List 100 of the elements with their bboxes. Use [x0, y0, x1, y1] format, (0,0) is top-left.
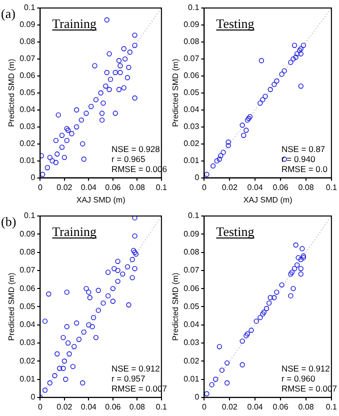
point: [219, 368, 225, 373]
point: [218, 153, 224, 158]
point: [261, 310, 267, 315]
point: [241, 132, 246, 138]
point: [268, 86, 273, 92]
y-tick-label: 0.05: [184, 88, 200, 98]
y-tick-label: 0.02: [20, 356, 36, 366]
annotation: NSE = 0.912: [281, 363, 330, 374]
point: [294, 262, 300, 268]
point: [279, 282, 284, 288]
point: [115, 278, 120, 284]
point: [132, 233, 138, 239]
y-tick-label: 0.02: [20, 139, 36, 148]
point: [132, 95, 138, 101]
x-axis-title: XAJ SMD (m): [76, 195, 126, 204]
point: [93, 97, 99, 102]
y-tick-label: 0.02: [184, 139, 200, 148]
x-tick-label: 0.06: [272, 182, 289, 192]
point: [98, 90, 104, 96]
point: [81, 329, 86, 335]
y-tick-label: 0.02: [184, 356, 200, 366]
point: [121, 85, 126, 90]
point: [90, 324, 95, 330]
point: [42, 318, 48, 324]
point: [298, 46, 304, 52]
point: [282, 68, 287, 74]
point: [105, 270, 111, 275]
point: [130, 256, 135, 262]
point: [130, 248, 136, 254]
y-tick-label: 0.09: [20, 229, 36, 238]
point: [293, 54, 298, 60]
annotation: r = 0.965: [111, 154, 146, 164]
y-tick-label: 0.01: [184, 156, 200, 166]
point: [118, 63, 123, 68]
x-tick-label: 0: [202, 182, 207, 192]
point: [124, 75, 130, 80]
x-tick-label: 0.1: [156, 182, 168, 192]
annotation: r = 0.940: [281, 154, 316, 164]
y-tick-label: 0.04: [20, 320, 36, 330]
point: [132, 216, 138, 220]
point: [288, 293, 294, 298]
point: [214, 158, 220, 164]
point: [258, 58, 264, 64]
point: [209, 382, 214, 388]
point: [93, 334, 99, 340]
x-tick-label: 0.04: [80, 402, 98, 412]
point: [76, 336, 82, 342]
y-tick-label: 0.03: [184, 338, 200, 348]
y-tick-label: 0.04: [184, 320, 200, 330]
point: [290, 56, 296, 62]
point: [133, 251, 139, 257]
point: [268, 295, 273, 300]
point: [112, 110, 118, 116]
point: [40, 153, 44, 158]
chart-subtitle: (b): [1, 214, 16, 229]
x-tick-label: 0.06: [272, 402, 289, 412]
point: [56, 366, 62, 371]
point: [262, 94, 268, 99]
y-tick-label: 0: [194, 173, 200, 182]
y-axis-title: Predicted SMD (m): [7, 272, 16, 341]
point: [87, 295, 92, 300]
annotation: NSE = 0.928: [111, 144, 160, 154]
y-tick-label: 0.08: [184, 247, 200, 256]
y-tick-label: 0.08: [184, 37, 200, 46]
point: [132, 32, 138, 38]
point: [124, 264, 130, 270]
x-tick-label: 0.1: [326, 182, 338, 192]
point: [81, 156, 86, 162]
point: [260, 311, 266, 317]
x-tick-label: 0.02: [222, 402, 238, 412]
point: [104, 17, 110, 22]
y-tick-label: 0.06: [184, 71, 200, 80]
point: [244, 128, 249, 133]
point: [254, 318, 259, 324]
x-tick-label: 0.08: [129, 402, 146, 412]
point: [86, 322, 92, 328]
point: [204, 391, 210, 396]
point: [258, 314, 263, 320]
point: [84, 110, 89, 116]
point: [53, 138, 59, 144]
point: [300, 246, 305, 252]
point: [132, 42, 138, 48]
point: [112, 70, 118, 76]
point: [297, 48, 302, 54]
point: [132, 250, 138, 255]
point: [74, 107, 80, 112]
point: [300, 253, 306, 259]
point: [126, 64, 132, 70]
point: [99, 117, 105, 123]
point: [264, 306, 270, 312]
point: [42, 388, 48, 393]
point: [288, 60, 294, 65]
point: [60, 334, 66, 340]
point: [116, 58, 122, 64]
x-tick-label: 0.02: [222, 182, 238, 192]
point: [244, 331, 250, 337]
point: [62, 154, 68, 160]
point: [220, 150, 226, 155]
y-tick-label: 0: [30, 392, 36, 402]
point: [54, 151, 60, 157]
